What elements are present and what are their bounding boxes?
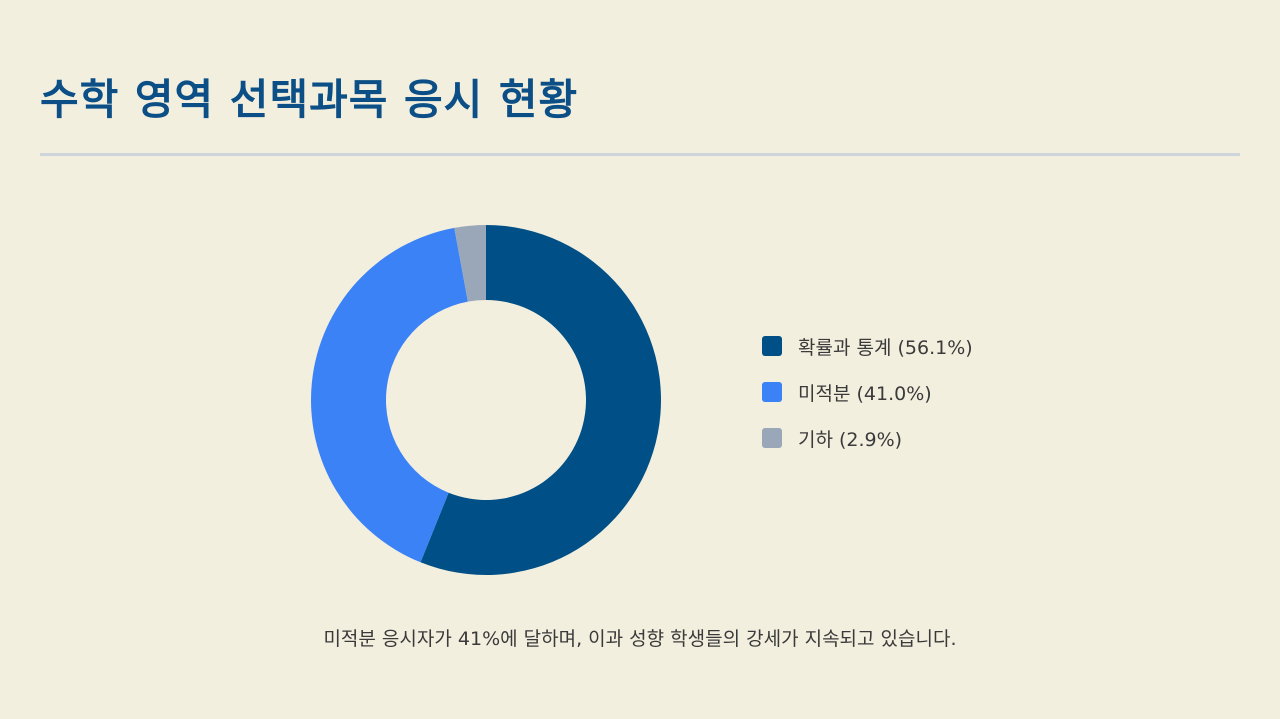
chart-caption: 미적분 응시자가 41%에 달하며, 이과 성향 학생들의 강세가 지속되고 있… [323, 628, 957, 650]
page-title: 수학 영역 선택과목 응시 현황 [40, 75, 579, 124]
donut-slice-2 [311, 227, 468, 563]
legend-label: 미적분 (41.0%) [798, 382, 932, 405]
legend-label: 기하 (2.9%) [798, 428, 903, 451]
legend-label: 확률과 통계 (56.1%) [798, 336, 973, 359]
legend-swatch [762, 428, 782, 448]
legend-swatch [762, 382, 782, 402]
donut-slice-3 [454, 225, 486, 302]
legend-item-2: 미적분 (41.0%) [762, 379, 973, 405]
title-divider [40, 153, 1240, 156]
legend-item-3: 기하 (2.9%) [762, 425, 973, 451]
legend-item-1: 확률과 통계 (56.1%) [762, 333, 973, 359]
legend-swatch [762, 336, 782, 356]
donut-chart [311, 225, 662, 575]
chart-legend: 확률과 통계 (56.1%) 미적분 (41.0%) 기하 (2.9%) [762, 333, 973, 471]
donut-slice-1 [420, 225, 662, 575]
